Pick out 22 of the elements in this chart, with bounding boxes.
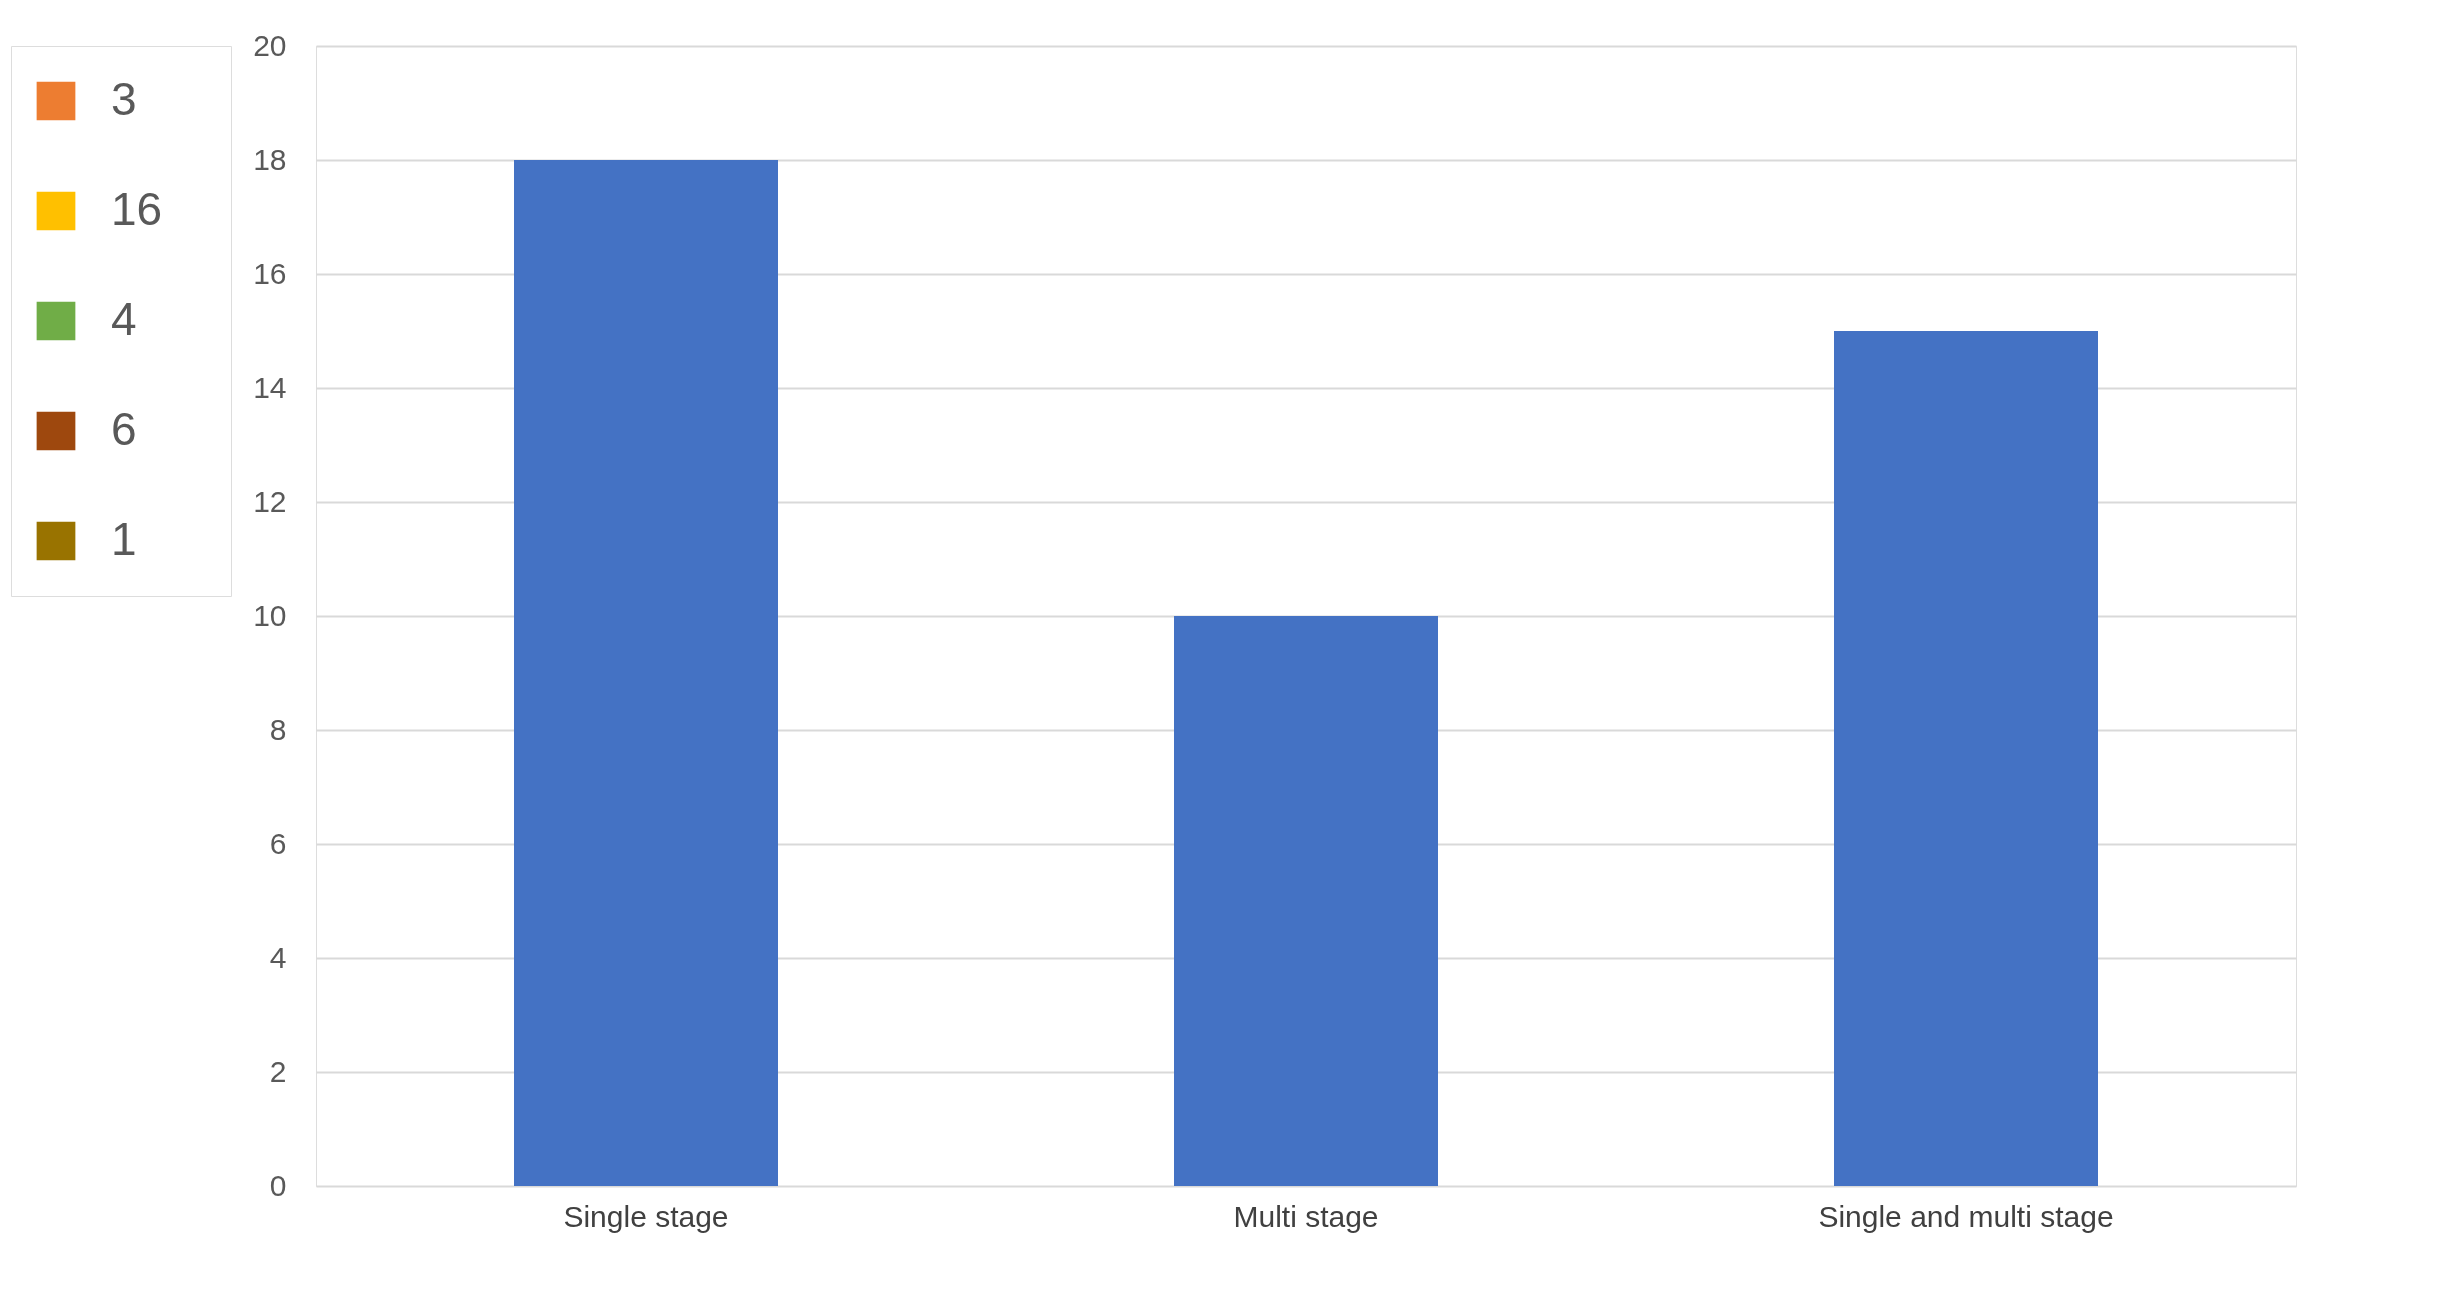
- y-tick-label: 6: [269, 826, 287, 860]
- legend-label: 4: [111, 293, 137, 345]
- x-tick-label: Multi stage: [1233, 1199, 1379, 1233]
- legend-label: 16: [111, 183, 163, 235]
- y-tick-label: 4: [269, 940, 287, 974]
- y-tick-label: 14: [253, 370, 287, 404]
- y-tick-label: 16: [253, 256, 287, 290]
- y-tick-label: 20: [253, 28, 287, 62]
- y-tick-label: 8: [269, 712, 287, 746]
- x-tick-label: Single stage: [563, 1199, 729, 1233]
- bar: [514, 160, 778, 1186]
- x-tick-label: Single and multi stage: [1818, 1199, 2114, 1233]
- y-tick-label: 0: [269, 1168, 287, 1202]
- y-tick-label: 10: [253, 598, 287, 632]
- y-tick-label: 18: [253, 142, 287, 176]
- legend-label: 1: [111, 513, 137, 565]
- bar: [1834, 331, 2098, 1186]
- bar: [1174, 616, 1438, 1186]
- y-tick-label: 2: [269, 1054, 287, 1088]
- legend-label: 3: [111, 73, 137, 125]
- legend-label: 6: [111, 403, 137, 455]
- y-tick-label: 12: [253, 484, 287, 518]
